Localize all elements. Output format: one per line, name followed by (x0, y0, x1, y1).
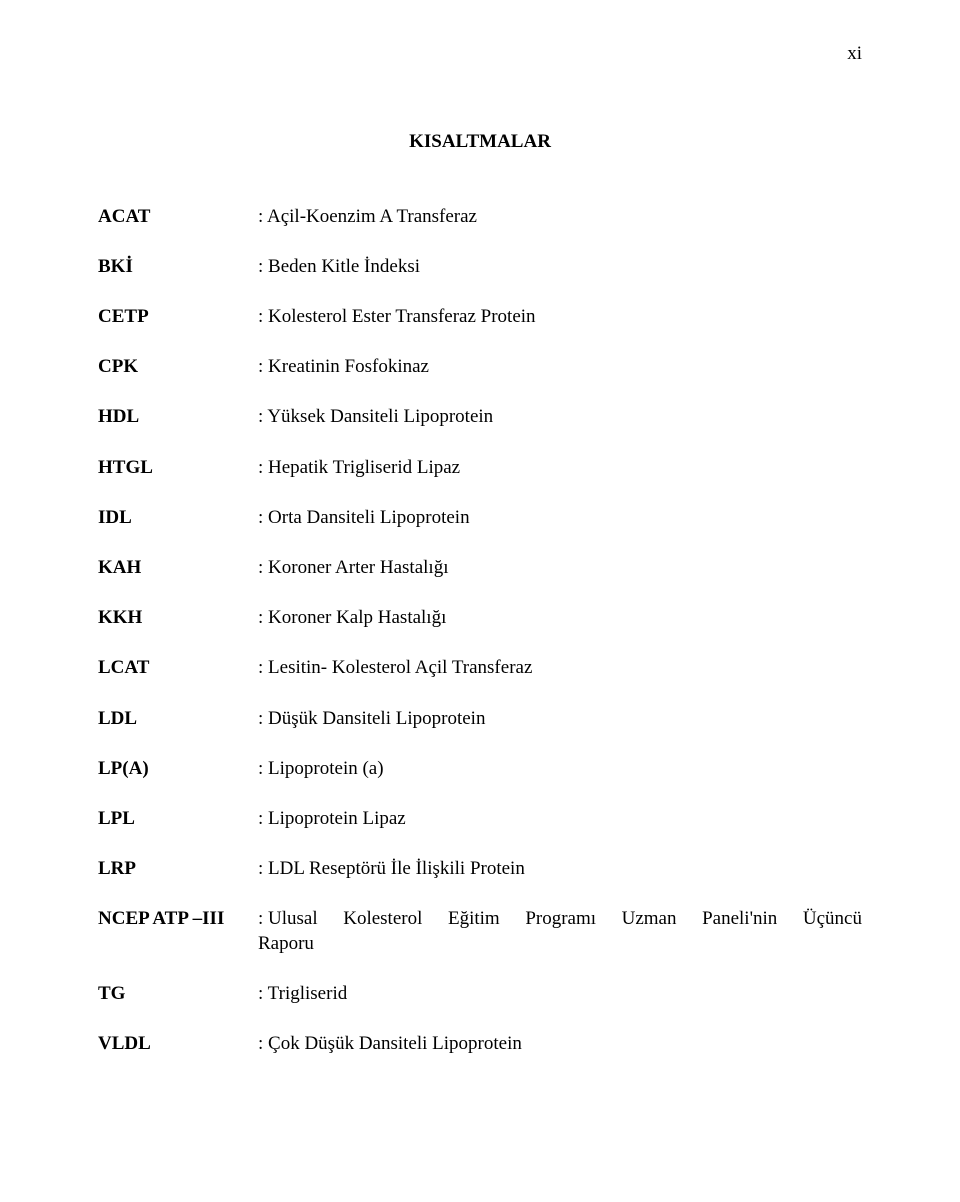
abbr-value: : Düşük Dansiteli Lipoprotein (258, 707, 862, 732)
abbr-row: CPK: Kreatinin Fosfokinaz (98, 355, 862, 380)
abbr-key: CETP (98, 305, 258, 330)
abbreviation-list: ACAT: Açil-Koenzim A TransferazBKİ: Bede… (98, 205, 862, 1057)
abbr-key: CPK (98, 355, 258, 380)
abbr-key: KKH (98, 606, 258, 631)
abbr-value: : Koroner Kalp Hastalığı (258, 606, 862, 631)
abbr-value: : Kreatinin Fosfokinaz (258, 355, 862, 380)
abbr-value-line: Raporu (258, 932, 862, 957)
abbr-row: BKİ: Beden Kitle İndeksi (98, 255, 862, 280)
content: KISALTMALAR ACAT: Açil-Koenzim A Transfe… (98, 130, 862, 1083)
abbr-key: LRP (98, 857, 258, 882)
abbr-key: LPL (98, 807, 258, 832)
page-number: xi (847, 42, 862, 67)
abbr-row: TG: Trigliserid (98, 982, 862, 1007)
abbr-key: TG (98, 982, 258, 1007)
abbr-key: BKİ (98, 255, 258, 280)
abbr-row: NCEP ATP –III: UlusalKolesterolEğitimPro… (98, 907, 862, 956)
abbr-row: ACAT: Açil-Koenzim A Transferaz (98, 205, 862, 230)
abbr-row: CETP: Kolesterol Ester Transferaz Protei… (98, 305, 862, 330)
abbr-row: LPL: Lipoprotein Lipaz (98, 807, 862, 832)
abbr-value-line: : UlusalKolesterolEğitimProgramıUzmanPan… (258, 907, 862, 932)
abbr-key: LCAT (98, 656, 258, 681)
abbr-key: HTGL (98, 456, 258, 481)
abbr-row: VLDL: Çok Düşük Dansiteli Lipoprotein (98, 1032, 862, 1057)
abbr-value: : Kolesterol Ester Transferaz Protein (258, 305, 862, 330)
abbr-key: ACAT (98, 205, 258, 230)
abbr-key: HDL (98, 405, 258, 430)
abbr-key: VLDL (98, 1032, 258, 1057)
abbr-value: : Yüksek Dansiteli Lipoprotein (258, 405, 862, 430)
abbr-row: HDL: Yüksek Dansiteli Lipoprotein (98, 405, 862, 430)
abbr-key: KAH (98, 556, 258, 581)
abbr-row: LCAT: Lesitin- Kolesterol Açil Transfera… (98, 656, 862, 681)
abbr-value: : Hepatik Trigliserid Lipaz (258, 456, 862, 481)
abbr-value: : LDL Reseptörü İle İlişkili Protein (258, 857, 862, 882)
abbr-key: LP(A) (98, 757, 258, 782)
abbr-row: HTGL: Hepatik Trigliserid Lipaz (98, 456, 862, 481)
abbr-key: LDL (98, 707, 258, 732)
abbr-row: LDL: Düşük Dansiteli Lipoprotein (98, 707, 862, 732)
abbr-row: KKH: Koroner Kalp Hastalığı (98, 606, 862, 631)
abbr-value: : Açil-Koenzim A Transferaz (258, 205, 862, 230)
abbr-key: IDL (98, 506, 258, 531)
abbr-row: LRP: LDL Reseptörü İle İlişkili Protein (98, 857, 862, 882)
abbr-value: : Lipoprotein Lipaz (258, 807, 862, 832)
abbr-value: : Çok Düşük Dansiteli Lipoprotein (258, 1032, 862, 1057)
abbr-value: : UlusalKolesterolEğitimProgramıUzmanPan… (258, 907, 862, 956)
abbr-value: : Lesitin- Kolesterol Açil Transferaz (258, 656, 862, 681)
section-title: KISALTMALAR (98, 130, 862, 155)
abbr-value: : Trigliserid (258, 982, 862, 1007)
abbr-key: NCEP ATP –III (98, 907, 258, 932)
abbr-value: : Orta Dansiteli Lipoprotein (258, 506, 862, 531)
abbr-row: LP(A): Lipoprotein (a) (98, 757, 862, 782)
abbr-row: KAH: Koroner Arter Hastalığı (98, 556, 862, 581)
abbr-row: IDL: Orta Dansiteli Lipoprotein (98, 506, 862, 531)
abbr-value: : Koroner Arter Hastalığı (258, 556, 862, 581)
abbr-value: : Lipoprotein (a) (258, 757, 862, 782)
abbr-value: : Beden Kitle İndeksi (258, 255, 862, 280)
